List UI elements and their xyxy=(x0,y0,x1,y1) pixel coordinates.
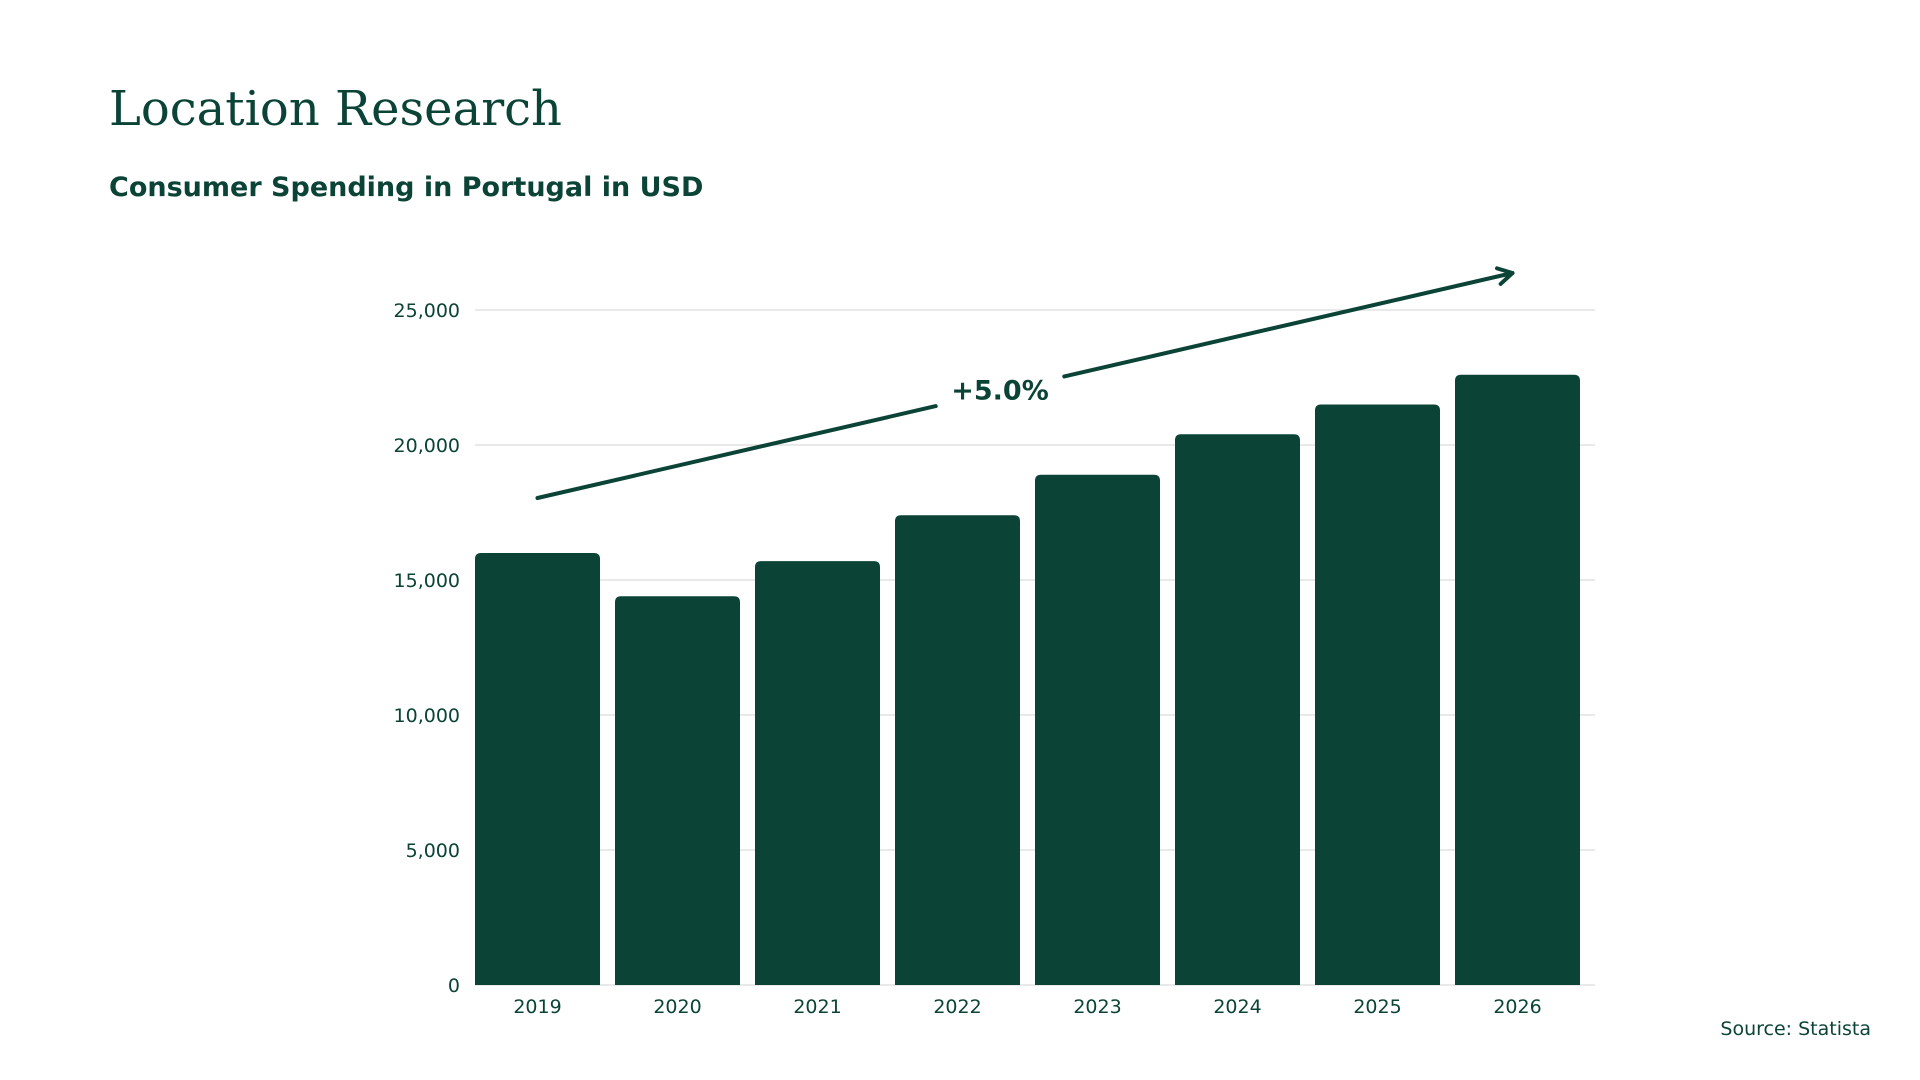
y-tick-label: 15,000 xyxy=(394,570,460,592)
x-axis-labels: 2019 2020 2021 2022 2023 2024 2025 2026 xyxy=(513,996,1541,1018)
page-title: Location Research xyxy=(109,81,562,137)
chart-title: Consumer Spending in Portugal in USD xyxy=(109,172,704,203)
x-tick-label: 2026 xyxy=(1493,996,1541,1018)
bar-2024 xyxy=(1175,434,1300,985)
bar-2021 xyxy=(755,561,880,985)
source-note: Source: Statista xyxy=(1720,1018,1871,1040)
y-tick-label: 25,000 xyxy=(394,300,460,322)
trend-arrow-line xyxy=(1062,271,1515,379)
x-tick-label: 2020 xyxy=(653,996,701,1018)
y-axis-ticks: 0 5,000 10,000 15,000 20,000 25,000 xyxy=(394,300,460,997)
y-tick-label: 20,000 xyxy=(394,435,460,457)
bar-2022 xyxy=(895,515,1020,985)
arrow-head-icon xyxy=(1495,266,1515,286)
x-tick-label: 2022 xyxy=(933,996,981,1018)
bars xyxy=(475,374,1580,985)
growth-label: +5.0% xyxy=(951,375,1049,406)
bar-2023 xyxy=(1035,474,1160,985)
x-tick-label: 2023 xyxy=(1073,996,1121,1018)
trend-arrow-line xyxy=(535,404,938,500)
x-tick-label: 2021 xyxy=(793,996,841,1018)
y-tick-label: 5,000 xyxy=(406,840,460,862)
x-tick-label: 2019 xyxy=(513,996,561,1018)
bar-2025 xyxy=(1315,404,1440,985)
bar-2019 xyxy=(475,553,600,985)
y-tick-label: 10,000 xyxy=(394,705,460,727)
trend-annotation: +5.0% xyxy=(535,266,1515,500)
x-tick-label: 2024 xyxy=(1213,996,1261,1018)
y-tick-label: 0 xyxy=(448,975,460,997)
x-tick-label: 2025 xyxy=(1353,996,1401,1018)
bar-2026 xyxy=(1455,374,1580,985)
bar-2020 xyxy=(615,596,740,985)
